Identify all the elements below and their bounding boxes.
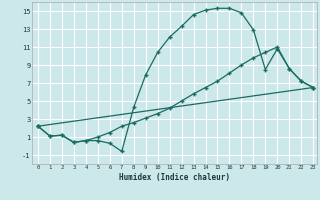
X-axis label: Humidex (Indice chaleur): Humidex (Indice chaleur) bbox=[119, 173, 230, 182]
